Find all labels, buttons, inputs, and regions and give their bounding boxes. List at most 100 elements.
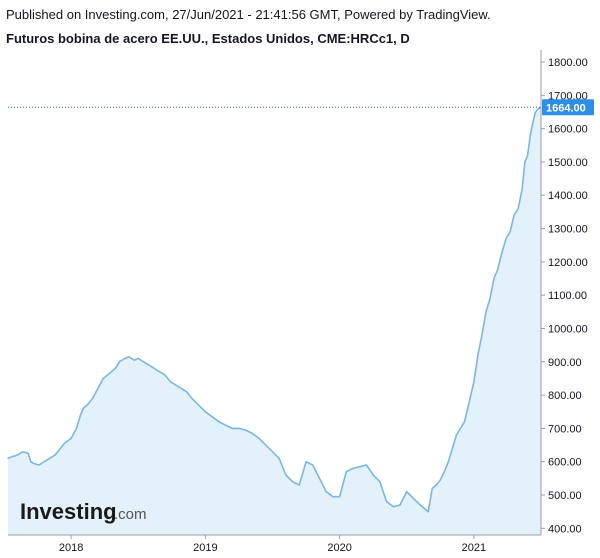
y-tick-label: 700.00 bbox=[548, 423, 582, 435]
last-price-badge bbox=[542, 99, 594, 116]
price-point bbox=[143, 361, 145, 363]
price-point bbox=[379, 481, 381, 483]
logo-main: Investing bbox=[20, 499, 117, 524]
price-point bbox=[110, 371, 112, 373]
price-point bbox=[443, 471, 445, 473]
price-point bbox=[43, 461, 45, 463]
y-tick-label: 1300.00 bbox=[548, 224, 588, 236]
price-point bbox=[86, 404, 88, 406]
price-point bbox=[535, 111, 537, 113]
price-point bbox=[75, 427, 78, 429]
price-point bbox=[258, 437, 260, 439]
price-point bbox=[509, 231, 511, 233]
price-point bbox=[180, 387, 182, 389]
y-tick-label: 1400.00 bbox=[548, 190, 588, 202]
price-point bbox=[54, 454, 56, 456]
price-point bbox=[137, 357, 139, 360]
price-point bbox=[32, 462, 35, 464]
y-tick-label: 600.00 bbox=[548, 457, 582, 469]
price-point bbox=[204, 411, 206, 413]
price-point bbox=[412, 497, 415, 499]
price-point bbox=[211, 416, 213, 418]
price-point bbox=[423, 507, 425, 509]
price-point bbox=[473, 381, 475, 383]
price-point bbox=[22, 451, 24, 453]
price-point bbox=[325, 491, 327, 493]
price-point bbox=[218, 421, 220, 423]
price-point bbox=[70, 437, 72, 439]
price-point bbox=[485, 311, 487, 313]
chart-title: Futuros bobina de acero EE.UU., Estados … bbox=[6, 31, 410, 46]
price-point bbox=[439, 479, 441, 481]
price-point bbox=[191, 397, 193, 399]
y-tick-label: 1200.00 bbox=[548, 257, 588, 269]
y-tick-label: 1600.00 bbox=[548, 124, 588, 136]
price-point bbox=[124, 357, 126, 360]
price-point bbox=[505, 237, 507, 240]
published-note: Published on Investing.com, 27/Jun/2021 … bbox=[6, 7, 491, 22]
price-point bbox=[271, 451, 274, 453]
price-point bbox=[527, 154, 529, 156]
y-tick-label: 500.00 bbox=[548, 490, 582, 502]
price-point bbox=[245, 429, 247, 431]
price-point bbox=[292, 481, 294, 483]
price-point bbox=[521, 188, 523, 190]
price-point bbox=[467, 404, 470, 406]
y-tick-label: 1800.00 bbox=[548, 57, 588, 69]
price-point bbox=[419, 504, 421, 506]
price-point bbox=[224, 424, 227, 426]
y-tick-label: 1000.00 bbox=[548, 323, 588, 335]
price-point bbox=[459, 427, 461, 429]
price-point bbox=[477, 354, 479, 356]
price-point bbox=[501, 251, 503, 253]
price-point bbox=[169, 381, 172, 383]
price-point bbox=[463, 421, 466, 423]
price-point bbox=[186, 391, 188, 393]
price-point bbox=[38, 464, 40, 466]
price-point bbox=[359, 466, 361, 468]
x-tick-label: 2019 bbox=[193, 542, 217, 554]
price-point bbox=[352, 467, 354, 469]
x-tick-label: 2020 bbox=[327, 542, 351, 554]
price-point bbox=[153, 367, 155, 369]
price-point bbox=[148, 364, 150, 366]
price-point bbox=[365, 464, 368, 466]
price-point bbox=[332, 496, 334, 498]
price-point bbox=[427, 511, 429, 513]
price-point bbox=[447, 461, 449, 463]
price-point bbox=[278, 457, 280, 459]
price-point bbox=[265, 444, 267, 446]
y-tick-label: 1500.00 bbox=[548, 157, 588, 169]
price-point bbox=[431, 487, 433, 489]
price-point bbox=[305, 461, 307, 463]
price-point bbox=[16, 454, 18, 456]
price-point bbox=[7, 457, 9, 459]
price-point bbox=[198, 404, 200, 406]
price-point bbox=[238, 427, 240, 429]
price-point bbox=[285, 474, 287, 476]
price-point bbox=[106, 374, 108, 376]
price-point bbox=[392, 506, 394, 508]
price-point bbox=[493, 277, 495, 280]
price-point bbox=[406, 491, 408, 493]
y-tick-label: 800.00 bbox=[548, 390, 582, 402]
price-point bbox=[372, 474, 374, 476]
price-point bbox=[386, 501, 388, 503]
price-point bbox=[489, 297, 491, 300]
price-point bbox=[451, 447, 453, 449]
price-point bbox=[102, 377, 104, 379]
price-point bbox=[59, 447, 62, 449]
price-point bbox=[133, 359, 135, 361]
price-point bbox=[513, 214, 515, 216]
price-point bbox=[128, 356, 130, 358]
price-point bbox=[318, 477, 321, 479]
price-point bbox=[175, 384, 177, 386]
price-point bbox=[118, 361, 120, 363]
price-point bbox=[231, 427, 233, 429]
price-point bbox=[49, 457, 51, 459]
price-point bbox=[159, 371, 161, 373]
price-point bbox=[11, 456, 13, 458]
investing-logo: Investing .com bbox=[20, 499, 147, 524]
price-point bbox=[27, 452, 29, 454]
